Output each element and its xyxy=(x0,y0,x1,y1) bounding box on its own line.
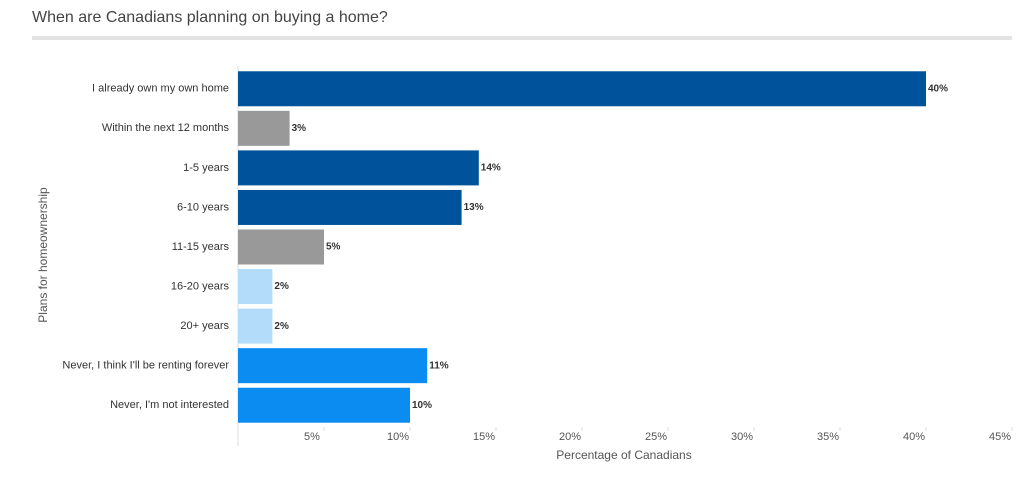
x-axis-title: Percentage of Canadians xyxy=(556,448,691,462)
bar xyxy=(238,387,410,423)
x-tick-label: 45% xyxy=(989,431,1011,443)
value-label: 40% xyxy=(928,83,948,94)
bar xyxy=(238,348,428,384)
y-tick-label: Never, I think I'll be renting forever xyxy=(62,360,229,372)
y-tick-label: 1-5 years xyxy=(183,162,229,174)
x-tick-label: 30% xyxy=(731,431,753,443)
value-label: 2% xyxy=(274,281,289,292)
y-tick-label: 16-20 years xyxy=(171,280,230,292)
bar xyxy=(238,110,290,146)
value-label: 5% xyxy=(326,242,341,253)
x-tick-label: 20% xyxy=(559,431,581,443)
bar xyxy=(238,71,926,107)
bar xyxy=(238,229,324,265)
bar xyxy=(238,189,462,225)
y-tick-label: 20+ years xyxy=(180,320,229,332)
x-tick-label: 40% xyxy=(903,431,925,443)
value-label: 14% xyxy=(481,163,501,174)
value-label: 13% xyxy=(464,202,484,213)
x-tick-label: 5% xyxy=(304,431,320,443)
x-tick-label: 15% xyxy=(473,431,495,443)
x-tick-label: 10% xyxy=(387,431,409,443)
bar xyxy=(238,150,479,186)
y-axis-title: Plans for homeownership xyxy=(36,187,50,323)
chart-title: When are Canadians planning on buying a … xyxy=(32,9,388,26)
y-tick-label: Within the next 12 months xyxy=(102,122,230,134)
value-label: 10% xyxy=(412,400,432,411)
bar xyxy=(238,308,273,344)
x-tick-label: 25% xyxy=(645,431,667,443)
y-tick-label: I already own my own home xyxy=(92,83,229,95)
y-tick-label: Never, I'm not interested xyxy=(110,399,229,411)
x-tick-label: 35% xyxy=(817,431,839,443)
y-tick-label: 6-10 years xyxy=(177,201,229,213)
value-label: 3% xyxy=(292,123,307,134)
y-tick-label: 11-15 years xyxy=(172,241,230,253)
value-label: 2% xyxy=(274,321,289,332)
value-label: 11% xyxy=(429,360,449,371)
bar xyxy=(238,269,273,305)
